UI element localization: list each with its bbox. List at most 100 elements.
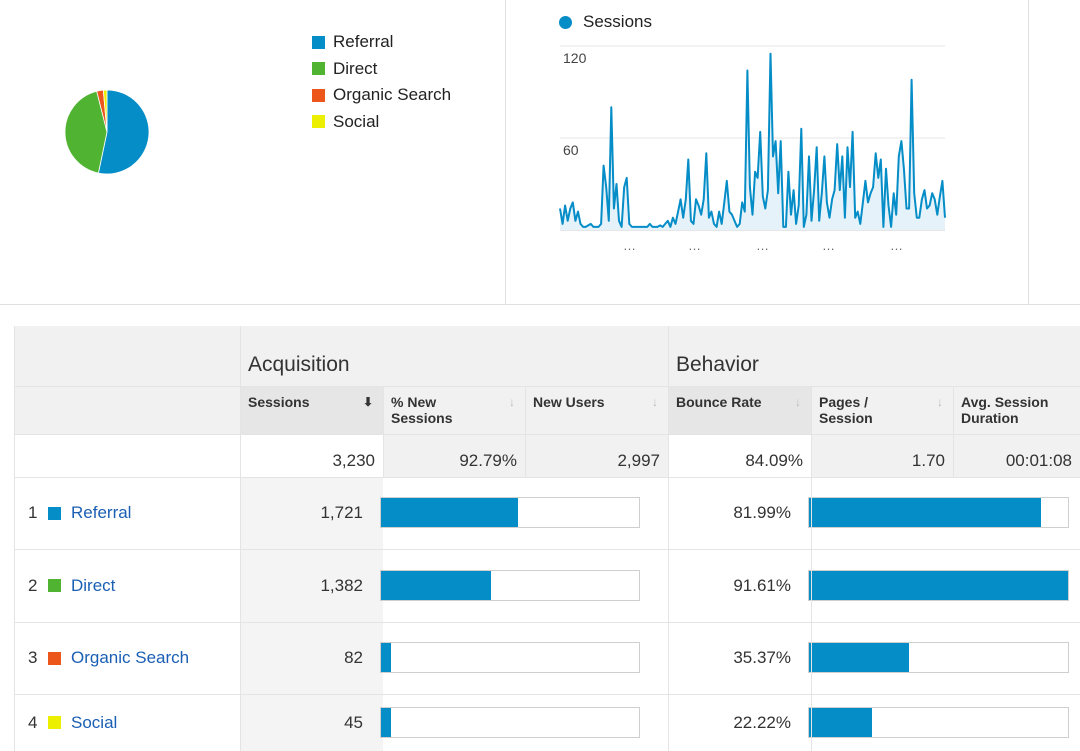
cell-bounce-rate: 35.37% xyxy=(668,622,811,694)
sessions-area xyxy=(560,53,945,231)
grid-line xyxy=(668,326,669,751)
total-avg-duration: 00:01:08 xyxy=(953,434,1080,477)
grid-line xyxy=(525,386,526,477)
col-header-avg-duration[interactable]: Avg. Session Duration xyxy=(953,386,1080,434)
legend-swatch xyxy=(312,35,325,49)
cell-sessions: 1,382 xyxy=(240,549,383,622)
bounce-bar-track xyxy=(808,707,1069,738)
channel-link-social[interactable]: Social xyxy=(71,712,118,732)
grid-line xyxy=(14,477,1080,478)
x-tick-label: … xyxy=(623,238,636,253)
cell-sessions: 45 xyxy=(240,694,383,751)
sessions-bar-track xyxy=(380,497,640,528)
series-label: Sessions xyxy=(583,12,652,31)
sort-desc-icon[interactable]: ⬇ xyxy=(362,395,373,409)
col-label: New Users xyxy=(533,394,605,410)
bounce-bar-cell xyxy=(808,694,1080,751)
legend-item-direct[interactable]: Direct xyxy=(312,56,451,83)
row-color-swatch xyxy=(48,651,61,665)
grid-line xyxy=(14,434,1080,435)
legend-label: Social xyxy=(333,111,380,131)
grid-line xyxy=(14,549,1080,550)
col-label: Bounce Rate xyxy=(676,394,762,410)
col-label: Avg. Session Duration xyxy=(961,394,1049,426)
row-color-swatch xyxy=(48,716,61,729)
row-label-referral: 1 Referral xyxy=(14,477,240,549)
total-sessions: 3,230 xyxy=(240,434,383,477)
bounce-bar-track xyxy=(808,570,1069,601)
group-behavior: Behavior xyxy=(668,326,1080,386)
header-blank xyxy=(14,326,240,386)
legend-item-organic-search[interactable]: Organic Search xyxy=(312,82,451,109)
bounce-bar-cell xyxy=(808,549,1080,622)
bounce-bar-track xyxy=(808,497,1069,528)
total-pages-session: 1.70 xyxy=(811,434,953,477)
bounce-bar xyxy=(809,571,1068,600)
cell-bounce-rate: 22.22% xyxy=(668,694,811,751)
row-color-swatch xyxy=(48,506,61,520)
group-acquisition: Acquisition xyxy=(240,326,668,386)
legend-item-referral[interactable]: Referral xyxy=(312,29,451,56)
totals-blank xyxy=(14,434,240,477)
sort-icon[interactable]: ↓ xyxy=(937,395,943,409)
total-bounce-rate: 84.09% xyxy=(668,434,811,477)
y-tick-label: 120 xyxy=(563,50,587,66)
bounce-bar-cell xyxy=(808,477,1080,549)
row-label-social: 4 Social xyxy=(14,694,240,751)
sessions-line-chart[interactable]: 12060…………… xyxy=(555,40,955,265)
channel-link-referral[interactable]: Referral xyxy=(71,503,132,522)
col-header-pct-new-sessions[interactable]: % New Sessions ↓ xyxy=(383,386,525,434)
grid-line xyxy=(953,386,954,477)
grid-line xyxy=(240,326,241,751)
header-blank xyxy=(14,386,240,434)
pie-slice-social[interactable] xyxy=(102,89,108,133)
bounce-bar-track xyxy=(808,642,1069,673)
cell-bounce-rate: 91.61% xyxy=(668,549,811,622)
col-label: % New Sessions xyxy=(391,394,453,426)
x-tick-label: … xyxy=(822,238,835,253)
sessions-bar-cell xyxy=(380,477,668,549)
sort-icon[interactable]: ↓ xyxy=(795,395,801,409)
col-header-pages-session[interactable]: Pages / Session ↓ xyxy=(811,386,953,434)
sort-icon[interactable]: ↓ xyxy=(652,395,658,409)
pie-slice-referral[interactable] xyxy=(97,89,150,175)
channel-link-direct[interactable]: Direct xyxy=(71,575,116,595)
legend-swatch xyxy=(312,62,325,76)
x-tick-label: … xyxy=(688,238,701,253)
grid-line xyxy=(383,386,384,477)
sessions-bar xyxy=(381,498,518,527)
bounce-bar-cell xyxy=(808,622,1080,694)
row-label-organic-search: 3 Organic Search xyxy=(14,622,240,694)
bounce-bar xyxy=(809,498,1041,527)
bounce-bar xyxy=(809,643,909,672)
row-index: 3 xyxy=(28,648,38,667)
total-new-users: 2,997 xyxy=(525,434,668,477)
col-header-sessions[interactable]: Sessions ⬇ xyxy=(240,386,383,434)
channel-link-organic-search[interactable]: Organic Search xyxy=(71,648,190,667)
sessions-bar xyxy=(381,708,392,737)
col-header-new-users[interactable]: New Users ↓ xyxy=(525,386,668,434)
legend-label: Direct xyxy=(333,58,378,78)
sessions-bar-cell xyxy=(380,694,668,751)
pie-slice-direct[interactable] xyxy=(64,90,108,174)
sessions-bar-cell xyxy=(380,549,668,622)
pie-chart[interactable] xyxy=(64,89,150,175)
grid-line xyxy=(14,386,1080,387)
col-header-bounce-rate[interactable]: Bounce Rate ↓ xyxy=(668,386,811,434)
col-label: Pages / Session xyxy=(819,394,873,426)
pie-legend: Referral Direct Organic Search Social xyxy=(312,29,451,135)
row-index: 2 xyxy=(28,575,38,595)
divider xyxy=(1028,0,1029,304)
sessions-bar-track xyxy=(380,642,640,673)
row-index: 4 xyxy=(28,712,38,732)
row-color-swatch xyxy=(48,579,61,592)
sort-icon[interactable]: ↓ xyxy=(509,395,515,409)
legend-label: Referral xyxy=(333,32,394,52)
sessions-bar-track xyxy=(380,570,640,601)
grid-line xyxy=(811,386,812,751)
total-pct-new-sessions: 92.79% xyxy=(383,434,525,477)
legend-item-social[interactable]: Social xyxy=(312,109,451,136)
sessions-bar xyxy=(381,643,392,672)
sessions-legend[interactable]: Sessions xyxy=(559,12,652,32)
sessions-line[interactable] xyxy=(559,52,946,228)
